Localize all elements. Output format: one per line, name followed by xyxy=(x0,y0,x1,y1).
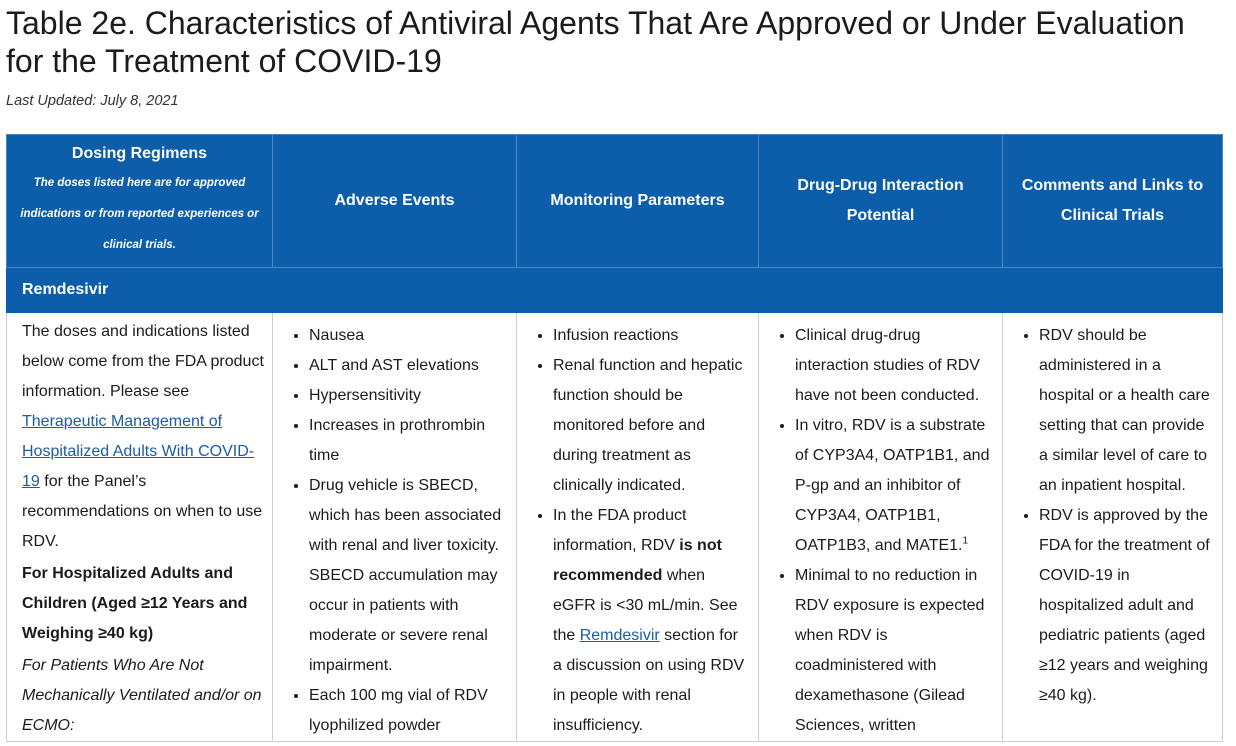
cell-comments: RDV should be administered in a hospital… xyxy=(1002,312,1223,742)
not-recommended-emphasis: is not recommended xyxy=(553,537,722,584)
header-ddi-potential: Drug-Drug Interaction Potential xyxy=(758,134,1003,268)
section-remdesivir: Remdesivir xyxy=(6,267,1223,313)
cell-dosing: The doses and indications listed below c… xyxy=(6,312,273,742)
dosing-population: For Hospitalized Adults and Children (Ag… xyxy=(22,565,248,642)
header-dosing-note: The doses listed here are for approved i… xyxy=(20,176,259,251)
list-item: Minimal to no reduction in RDV exposure … xyxy=(795,561,994,741)
header-comments-links: Comments and Links to Clinical Trials xyxy=(1002,134,1223,268)
cell-monitoring: Infusion reactions Renal function and he… xyxy=(516,312,759,742)
list-item: RDV is approved by the FDA for the treat… xyxy=(1039,501,1214,711)
cell-ddi: Clinical drug-drug interaction studies o… xyxy=(758,312,1003,742)
monitoring-text: section for a discussion on using RDV in… xyxy=(553,627,745,734)
header-adverse-events: Adverse Events xyxy=(272,134,517,268)
list-item: Infusion reactions xyxy=(553,321,750,351)
footnote-ref: 1 xyxy=(962,535,969,547)
list-item: Each 100 mg vial of RDV lyophilized powd… xyxy=(309,681,508,741)
dosing-intro: The doses and indications listed below c… xyxy=(22,317,264,557)
adverse-events-list: Nausea ALT and AST elevations Hypersensi… xyxy=(288,321,508,741)
list-item: Clinical drug-drug interaction studies o… xyxy=(795,321,994,411)
list-item: Nausea xyxy=(309,321,508,351)
list-item: In vitro, RDV is a substrate of CYP3A4, … xyxy=(795,411,994,561)
header-monitoring-parameters: Monitoring Parameters xyxy=(516,134,759,268)
remdesivir-section-link[interactable]: Remdesivir xyxy=(579,627,660,644)
list-item: Drug vehicle is SBECD, which has been as… xyxy=(309,471,508,681)
dosing-intro-text: The doses and indications listed below c… xyxy=(22,323,264,400)
list-item: Hypersensitivity xyxy=(309,381,508,411)
therapeutic-management-link[interactable]: Therapeutic Management of Hospitalized A… xyxy=(22,413,255,490)
page-title: Table 2e. Characteristics of Antiviral A… xyxy=(6,5,1185,79)
header-dosing-label: Dosing Regimens xyxy=(71,144,208,162)
monitoring-text: In the FDA product information, RDV xyxy=(553,507,687,554)
antiviral-table: Dosing Regimens The doses listed here ar… xyxy=(6,134,1223,742)
list-item: Increases in prothrombin time xyxy=(309,411,508,471)
ddi-list: Clinical drug-drug interaction studies o… xyxy=(774,321,994,741)
cell-adverse-events: Nausea ALT and AST elevations Hypersensi… xyxy=(272,312,517,742)
monitoring-list: Infusion reactions Renal function and he… xyxy=(532,321,750,741)
header-dosing-regimens: Dosing Regimens The doses listed here ar… xyxy=(6,134,273,268)
last-updated: Last Updated: July 8, 2021 xyxy=(6,93,179,109)
comments-list: RDV should be administered in a hospital… xyxy=(1018,321,1214,711)
dosing-intro-text-end: for the Panel’s recommendations on when … xyxy=(22,473,263,550)
monitoring-text: when eGFR is <30 mL/min. See the xyxy=(553,567,738,644)
ddi-text: In vitro, RDV is a substrate of CYP3A4, … xyxy=(795,417,990,554)
dosing-subgroup: For Patients Who Are Not Mechanically Ve… xyxy=(22,657,262,734)
list-item: In the FDA product information, RDV is n… xyxy=(553,501,750,741)
list-item: ALT and AST elevations xyxy=(309,351,508,381)
list-item: RDV should be administered in a hospital… xyxy=(1039,321,1214,501)
list-item: Renal function and hepatic function shou… xyxy=(553,351,750,501)
